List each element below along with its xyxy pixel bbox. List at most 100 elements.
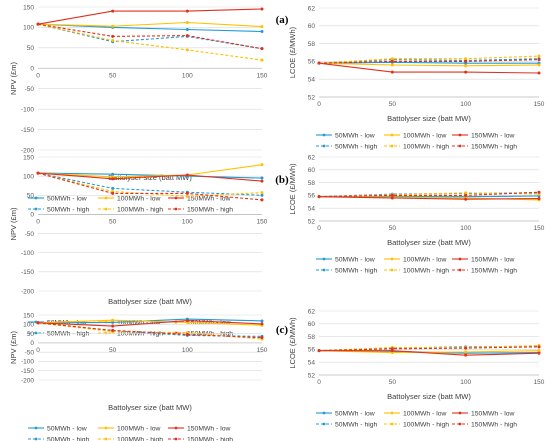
data-point [464, 59, 468, 63]
y-tick-label: 62 [308, 154, 316, 161]
legend-marker [322, 268, 326, 272]
series-line [37, 23, 263, 61]
y-tick-label: -150 [21, 269, 34, 276]
x-tick-label: 150 [534, 225, 545, 232]
x-tick-label: 150 [257, 72, 268, 79]
y-tick-label: 150 [23, 312, 34, 319]
data-point [537, 351, 541, 355]
data-point [317, 195, 321, 199]
data-point [260, 25, 264, 29]
legend-label: 50MWh - high [47, 206, 90, 213]
y-tick-label: -200 [21, 377, 34, 384]
data-point [464, 70, 468, 74]
legend-marker [174, 196, 178, 200]
y-tick-label: 58 [308, 41, 316, 48]
legend-label: 50MWh - high [47, 330, 90, 337]
y-tick-label: -100 [21, 250, 34, 257]
legend-label: 100MWh - low [403, 256, 447, 263]
x-tick-label: 100 [182, 218, 193, 225]
data-point [537, 190, 541, 194]
series-line [37, 23, 263, 50]
y-tick-label: -50 [25, 349, 35, 356]
x-tick-label: 50 [389, 101, 397, 108]
y-tick-label: -200 [21, 147, 34, 154]
y-tick-label: 100 [23, 25, 34, 32]
legend-marker [458, 133, 462, 137]
legend-label: 150MWh - high [471, 421, 517, 428]
legend-marker [458, 422, 462, 426]
y-axis-title: NPV (£m) [9, 62, 18, 95]
x-tick-label: 0 [36, 72, 40, 79]
series-line [318, 350, 540, 354]
legend-label: 50MWh - low [335, 132, 375, 139]
y-tick-label: 62 [308, 5, 316, 12]
data-point [464, 346, 468, 350]
y-tick-label: 52 [308, 372, 316, 379]
x-tick-label: 0 [317, 101, 321, 108]
legend-marker [104, 426, 108, 430]
legend-marker [322, 144, 326, 148]
x-tick-label: 150 [534, 379, 545, 386]
legend-label: 100MWh - high [403, 421, 449, 428]
legend-label: 150MWh - high [187, 206, 233, 213]
data-point [464, 197, 468, 201]
series-line [37, 322, 263, 339]
legend-marker [390, 133, 394, 137]
data-point [111, 320, 115, 324]
x-tick-label: 0 [36, 347, 40, 354]
y-tick-label: 54 [308, 360, 316, 367]
legend-marker [104, 437, 108, 441]
legend-label: 100MWh - high [117, 330, 163, 337]
legend-label: 50MWh - low [335, 410, 375, 417]
series-line [318, 59, 540, 64]
data-point [111, 9, 115, 13]
x-tick-label: 0 [317, 225, 321, 232]
data-point [390, 59, 394, 63]
data-point [390, 63, 394, 67]
x-tick-label: 150 [257, 218, 268, 225]
y-tick-label: 56 [308, 59, 316, 66]
legend-label: 100MWh - high [117, 436, 163, 441]
legend-label: 50MWh - high [47, 436, 90, 441]
data-point [260, 179, 264, 183]
x-tick-label: 100 [460, 379, 471, 386]
panel-label: (b) [275, 174, 289, 186]
y-tick-label: -200 [21, 288, 34, 295]
y-tick-label: 50 [27, 193, 35, 200]
x-tick-label: 100 [182, 347, 193, 354]
data-point [537, 54, 541, 58]
x-tick-label: 50 [109, 347, 117, 354]
data-point [537, 197, 541, 201]
y-tick-label: 56 [308, 347, 316, 354]
data-point [464, 353, 468, 357]
data-point [111, 34, 115, 38]
chart-2: 52 54 56 58 60 62 0 50 100 150 LCOE (£/MWh) Battoly… [288, 5, 545, 150]
legend-marker [390, 411, 394, 415]
x-axis-title: Battolyser size (batt MW) [108, 297, 192, 306]
data-point [185, 21, 189, 25]
x-axis-title: Battolyser size (batt MW) [108, 173, 192, 182]
data-point [185, 27, 189, 31]
y-tick-label: 100 [23, 322, 34, 329]
series-line [37, 172, 263, 182]
y-tick-label: 58 [308, 334, 316, 341]
x-tick-label: 150 [257, 347, 268, 354]
data-point [537, 71, 541, 75]
data-point [185, 173, 189, 177]
legend-marker [174, 207, 178, 211]
legend-marker [34, 331, 38, 335]
x-tick-label: 50 [389, 379, 397, 386]
data-point [260, 58, 264, 62]
data-point [185, 191, 189, 195]
y-tick-label: 52 [308, 94, 316, 101]
data-point [185, 48, 189, 52]
data-point [260, 198, 264, 202]
x-tick-label: 100 [460, 101, 471, 108]
x-tick-label: 100 [460, 225, 471, 232]
x-tick-label: 50 [389, 225, 397, 232]
data-point [464, 191, 468, 195]
legend-marker [34, 196, 38, 200]
y-tick-label: 60 [308, 23, 316, 30]
legend-marker [104, 331, 108, 335]
